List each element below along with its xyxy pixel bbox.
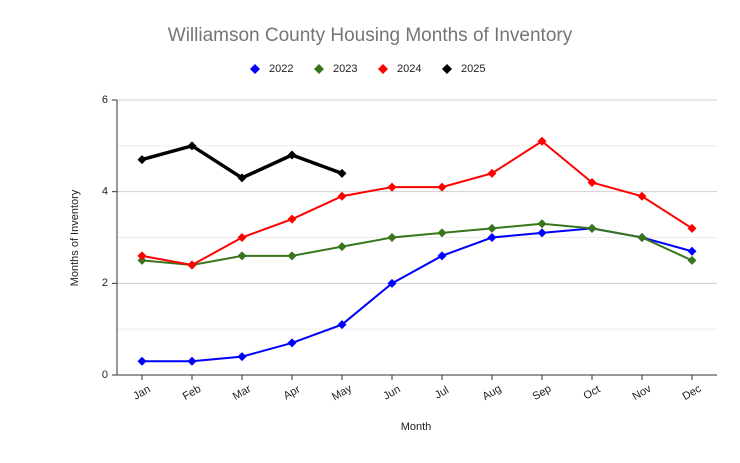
legend-marker — [314, 64, 324, 74]
data-point — [187, 141, 197, 151]
data-point — [387, 233, 397, 242]
data-point — [137, 251, 147, 261]
data-point — [337, 191, 347, 201]
y-tick-label: 6 — [102, 94, 108, 106]
legend-marker — [250, 64, 260, 74]
data-point — [437, 228, 447, 238]
data-point — [387, 182, 397, 192]
y-tick-label: 0 — [102, 369, 108, 381]
data-point — [637, 191, 647, 201]
data-point — [537, 136, 547, 146]
data-point — [287, 338, 297, 348]
data-point — [137, 356, 147, 366]
data-point — [337, 242, 347, 252]
data-point — [437, 182, 447, 192]
legend-marker — [442, 64, 452, 74]
data-point — [287, 251, 297, 261]
y-tick-label: 2 — [102, 277, 108, 289]
data-point — [287, 214, 297, 224]
chart-title: Williamson County Housing Months of Inve… — [168, 25, 573, 46]
data-point — [437, 251, 447, 261]
data-point — [387, 278, 397, 288]
data-point — [687, 246, 697, 256]
data-point — [187, 260, 197, 270]
data-point — [687, 255, 697, 265]
data-point — [537, 228, 547, 238]
series-line — [141, 222, 693, 267]
data-point — [187, 356, 197, 366]
series-line — [141, 140, 693, 267]
legend-label: 2024 — [397, 63, 421, 75]
data-point — [237, 251, 247, 261]
data-point — [237, 173, 247, 183]
data-point — [237, 352, 247, 362]
legend-marker — [378, 64, 388, 74]
y-axis-label: Months of Inventory — [69, 189, 81, 286]
data-point — [287, 150, 297, 160]
data-point — [137, 155, 147, 165]
y-tick-label: 4 — [102, 186, 108, 198]
legend-label: 2022 — [269, 63, 293, 75]
data-point — [537, 219, 547, 229]
data-point — [487, 233, 497, 242]
data-point — [587, 223, 597, 233]
data-point — [337, 320, 347, 330]
data-point — [587, 178, 597, 187]
data-point — [337, 168, 347, 178]
data-point — [637, 233, 647, 242]
data-point — [137, 255, 147, 265]
data-point — [237, 233, 247, 242]
data-point — [487, 168, 497, 178]
legend-label: 2025 — [461, 63, 485, 75]
x-axis-label: Month — [401, 421, 432, 433]
legend-label: 2023 — [333, 63, 357, 75]
data-point — [487, 223, 497, 233]
data-point — [687, 223, 697, 233]
